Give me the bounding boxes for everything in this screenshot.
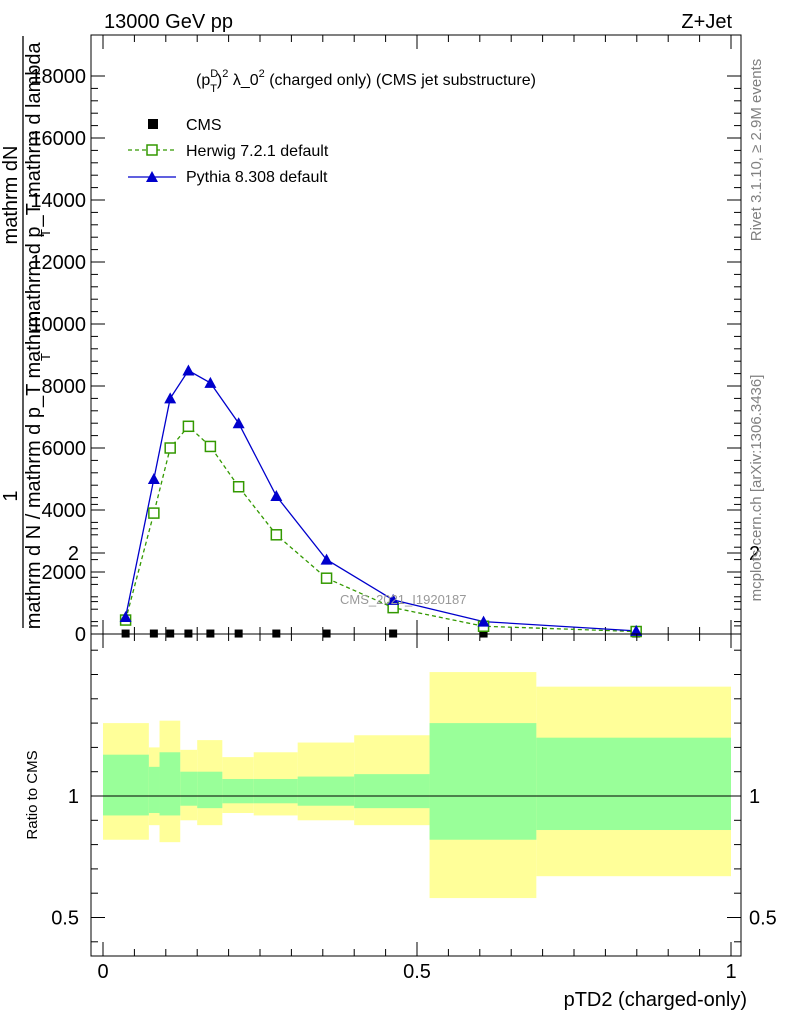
ratio-band-inner [354,774,430,809]
herwig-point [148,507,160,519]
pythia-point [270,490,283,502]
legend-pythia-marker [146,171,158,182]
yaxis-sub-t: T [38,229,53,237]
ratio-ytick-label-right: 1 [749,786,760,808]
ratio-ytick-label-left: 0.5 [51,908,79,930]
upper-ytick-label: 2000 [42,562,87,584]
ratio-ytick-label-right: 2 [749,543,760,565]
upper-plot: 0 2000 4000 6000 8000 10000 12000 14000 16000 180… [30,34,742,646]
upper-ytick-label: 12000 [30,252,86,274]
ratio-ytick-label-right: 0.5 [749,908,777,930]
mcplots-note: mcplots.cern.ch [arXiv:1306.3436] [748,375,765,602]
upper-ytick-label: 14000 [30,190,86,212]
pythia-point [204,376,217,388]
yaxis-sub-t2: T [38,353,53,361]
herwig-point [270,529,283,541]
header-left-label: 13000 GeV pp [104,11,233,33]
pythia-point [630,624,643,636]
ratio-band-inner [429,723,537,840]
rivet-note: Rivet 3.1.10, ≥ 2.9M events [748,59,765,242]
legend-cms-marker [148,119,158,129]
upper-ytick-label: 10000 [30,314,86,336]
herwig-point [182,420,195,433]
pythia-point [164,392,177,404]
pythia-point [119,610,132,622]
upper-ytick-label: 18000 [30,66,86,88]
upper-ytick-label: 6000 [42,438,87,460]
ratio-xtick-label: 0.5 [403,961,431,983]
xaxis-label: pTD2 (charged-only) [564,989,747,1011]
pythia-point [232,417,245,429]
header-right-label: Z+Jet [681,11,732,33]
legend-herwig-marker [146,144,158,156]
yaxis-fraction-denominator: mathrm d p_T mathrm d lambda [23,41,45,327]
pythia-point [387,593,400,605]
legend: CMS Herwig 7.2.1 default Pythia 8.308 de… [128,117,329,186]
herwig-point [204,440,217,453]
upper-yaxis-label: 1 mathrm dN mathrm d N / mathrm d p_T ma… [0,36,53,629]
legend-herwig-label: Herwig 7.2.1 default [186,143,329,160]
ratio-band-inner [253,778,298,804]
yaxis-prefix: mathrm d N / mathrm d p_T mathrm [23,311,45,630]
ratio-xtick-label: 1 [725,961,736,983]
ratio-plot: 0.5 0.5 1 1 2 2 0 0.5 1 [51,503,777,983]
pythia-point [477,615,490,627]
upper-ytick-label: 8000 [42,376,87,398]
herwig-point [164,442,176,454]
ratio-band-inner [197,771,223,809]
ratio-band-inner [222,778,254,804]
herwig-point [320,572,333,584]
analysis-watermark: CMS_2021_I1920187 [340,592,467,607]
ratio-band-inner [159,752,181,816]
yaxis-fraction-top: mathrm dN [0,146,22,245]
legend-pythia-label: Pythia 8.308 default [186,169,328,186]
ratio-ytick-label-left: 1 [68,786,79,808]
ratio-ytick-label-left: 2 [68,543,79,565]
ratio-xtick-label: 0 [97,961,108,983]
ratio-plot-frame [90,633,742,957]
plot-title: (pD T)2 λ_02 (charged only) (CMS jet subs… [196,68,536,95]
ratio-band-inner [148,766,160,814]
upper-ytick-label: 16000 [30,128,86,150]
yaxis-numerator: 1 [0,490,22,501]
herwig-line [124,425,637,633]
herwig-point [232,481,245,493]
upper-ytick-label: 0 [75,624,86,646]
upper-ytick-label: 4000 [42,500,87,522]
ratio-band-inner [180,771,198,806]
ratio-yaxis-label: Ratio to CMS [24,750,41,839]
ratio-band-inner [103,754,149,816]
pythia-point [320,553,333,565]
pythia-point [182,364,195,376]
pythia-point [147,473,160,484]
ratio-band-inner [536,737,731,831]
legend-cms-label: CMS [186,117,222,134]
ratio-band-inner [297,776,355,806]
